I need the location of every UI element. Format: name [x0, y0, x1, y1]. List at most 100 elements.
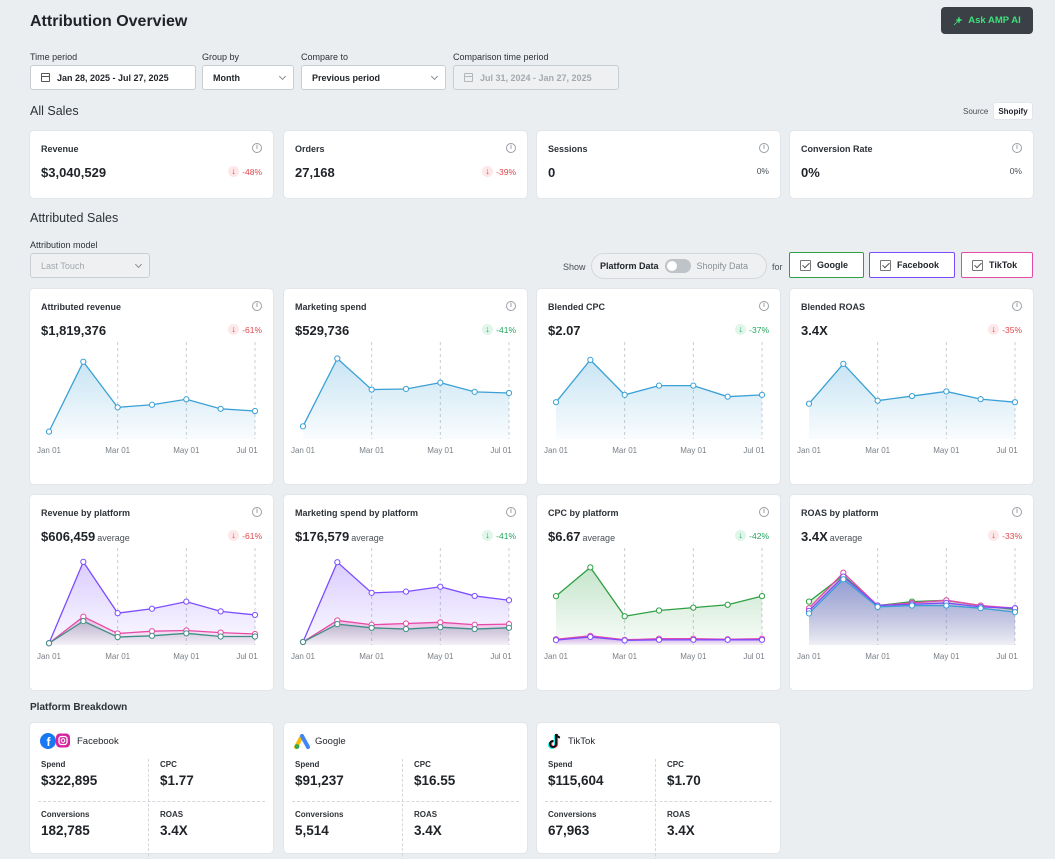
data-point[interactable] — [437, 583, 444, 590]
data-source-toggle[interactable]: Platform Data Shopify Data — [591, 253, 767, 279]
data-point[interactable] — [874, 397, 881, 404]
data-point[interactable] — [148, 632, 156, 639]
data-point[interactable] — [758, 636, 766, 643]
info-icon[interactable]: i — [252, 143, 262, 153]
data-point[interactable] — [587, 564, 594, 571]
data-point[interactable] — [655, 382, 663, 389]
data-point[interactable] — [758, 391, 766, 398]
info-icon[interactable]: i — [1012, 143, 1022, 153]
data-point[interactable] — [251, 611, 259, 619]
data-point[interactable] — [805, 598, 813, 605]
data-point[interactable] — [977, 605, 984, 612]
tiktok-filter-checkbox[interactable]: TikTok — [961, 252, 1033, 278]
data-point[interactable] — [552, 593, 560, 600]
data-point[interactable] — [690, 604, 697, 611]
data-point[interactable] — [437, 624, 444, 631]
data-point[interactable] — [334, 621, 341, 628]
data-point[interactable] — [299, 638, 307, 646]
data-point[interactable] — [505, 624, 513, 631]
data-point[interactable] — [45, 428, 53, 435]
data-source-switch[interactable] — [664, 259, 691, 273]
info-icon[interactable]: i — [1012, 507, 1022, 517]
attribution-model-select[interactable]: Last Touch — [30, 253, 150, 278]
data-point[interactable] — [874, 603, 881, 610]
data-point[interactable] — [758, 593, 766, 600]
data-point[interactable] — [251, 407, 259, 415]
data-point[interactable] — [655, 636, 663, 643]
data-point[interactable] — [587, 633, 594, 641]
data-point[interactable] — [80, 618, 87, 625]
group-by-select[interactable]: Month — [202, 65, 294, 90]
data-point[interactable] — [724, 636, 731, 643]
time-period-picker[interactable]: Jan 28, 2025 - Jul 27, 2025 — [30, 65, 196, 90]
data-point[interactable] — [148, 401, 156, 408]
data-point[interactable] — [690, 636, 697, 643]
data-point[interactable] — [402, 588, 410, 595]
data-point[interactable] — [908, 392, 916, 400]
data-point[interactable] — [299, 423, 307, 430]
data-point[interactable] — [437, 379, 444, 386]
info-icon[interactable]: i — [506, 301, 516, 311]
data-point[interactable] — [805, 610, 813, 617]
data-point[interactable] — [217, 405, 224, 412]
source-shopify[interactable]: Shopify — [993, 102, 1033, 120]
data-point[interactable] — [1011, 399, 1019, 406]
data-point[interactable] — [587, 356, 594, 363]
ask-amp-ai-button[interactable]: Ask AMP AI — [941, 7, 1033, 34]
data-point[interactable] — [505, 389, 513, 397]
data-point[interactable] — [402, 620, 410, 627]
data-point[interactable] — [471, 592, 478, 600]
data-point[interactable] — [114, 610, 121, 617]
info-icon[interactable]: i — [506, 143, 516, 153]
data-point[interactable] — [505, 597, 513, 604]
data-point[interactable] — [805, 400, 813, 407]
data-point[interactable] — [217, 608, 224, 615]
data-point[interactable] — [402, 385, 410, 393]
data-point[interactable] — [217, 633, 224, 640]
data-point[interactable] — [908, 602, 916, 609]
data-point[interactable] — [334, 355, 341, 362]
info-icon[interactable]: i — [759, 143, 769, 153]
data-point[interactable] — [471, 625, 478, 633]
data-point[interactable] — [471, 388, 478, 395]
info-icon[interactable]: i — [506, 507, 516, 517]
data-point[interactable] — [402, 625, 410, 633]
data-point[interactable] — [80, 558, 87, 565]
data-point[interactable] — [552, 637, 560, 644]
facebook-filter-checkbox[interactable]: Facebook — [869, 252, 955, 278]
data-point[interactable] — [840, 360, 847, 367]
info-icon[interactable]: i — [1012, 301, 1022, 311]
data-point[interactable] — [552, 399, 560, 406]
info-icon[interactable]: i — [252, 301, 262, 311]
data-point[interactable] — [45, 640, 53, 647]
data-point[interactable] — [334, 559, 341, 566]
data-point[interactable] — [368, 386, 375, 393]
data-point[interactable] — [183, 396, 190, 403]
info-icon[interactable]: i — [759, 507, 769, 517]
data-point[interactable] — [183, 598, 190, 605]
data-point[interactable] — [621, 637, 628, 644]
data-point[interactable] — [114, 633, 121, 641]
data-point[interactable] — [655, 607, 663, 614]
data-point[interactable] — [368, 624, 375, 631]
data-point[interactable] — [251, 633, 259, 640]
info-icon[interactable]: i — [252, 507, 262, 517]
data-point[interactable] — [690, 382, 697, 389]
data-point[interactable] — [80, 358, 87, 365]
info-icon[interactable]: i — [759, 301, 769, 311]
compare-to-select[interactable]: Previous period — [301, 65, 446, 90]
data-point[interactable] — [621, 391, 628, 398]
data-point[interactable] — [621, 613, 628, 620]
data-point[interactable] — [183, 630, 190, 637]
data-point[interactable] — [368, 589, 375, 596]
data-point[interactable] — [943, 602, 950, 609]
google-filter-checkbox[interactable]: Google — [789, 252, 864, 278]
data-point[interactable] — [977, 396, 984, 403]
data-point[interactable] — [1011, 609, 1019, 616]
data-point[interactable] — [114, 404, 121, 411]
data-point[interactable] — [724, 601, 731, 608]
data-point[interactable] — [724, 393, 731, 400]
comparison-period-picker[interactable]: Jul 31, 2024 - Jan 27, 2025 — [453, 65, 619, 90]
data-point[interactable] — [840, 576, 847, 583]
data-point[interactable] — [943, 388, 950, 395]
